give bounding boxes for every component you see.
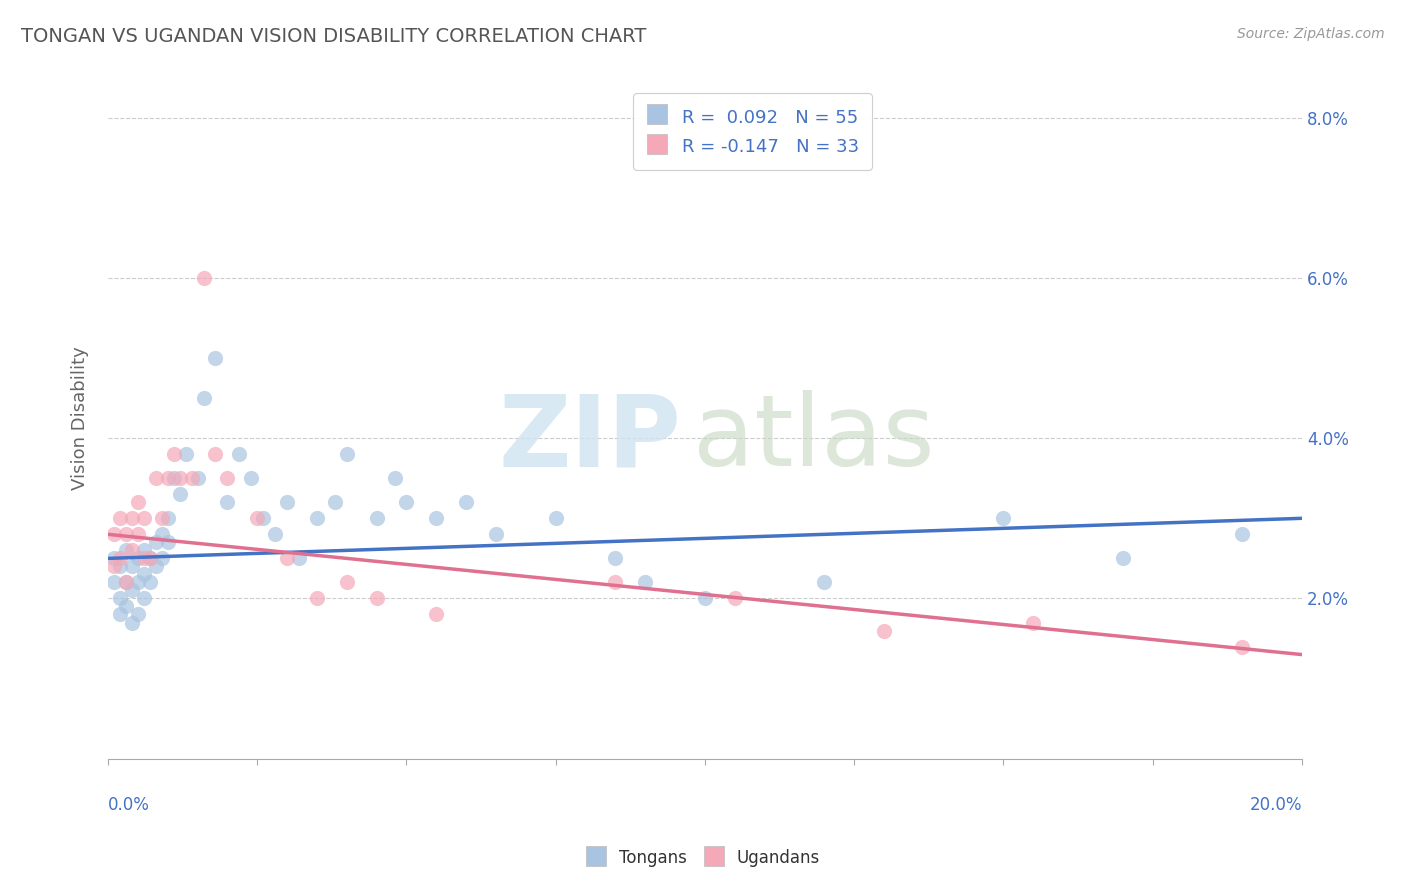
Point — [180, 471, 202, 485]
Point — [813, 575, 835, 590]
Point — [115, 575, 138, 590]
Point — [156, 511, 179, 525]
Point — [121, 511, 143, 525]
Text: Source: ZipAtlas.com: Source: ZipAtlas.com — [1237, 27, 1385, 41]
Point — [127, 575, 149, 590]
Point — [366, 591, 388, 606]
Point — [103, 559, 125, 574]
Point — [384, 471, 406, 485]
Legend: R =  0.092   N = 55, R = -0.147   N = 33: R = 0.092 N = 55, R = -0.147 N = 33 — [634, 94, 872, 169]
Point — [132, 567, 155, 582]
Point — [305, 511, 328, 525]
Point — [264, 527, 287, 541]
Point — [323, 495, 346, 509]
Point — [121, 583, 143, 598]
Point — [150, 551, 173, 566]
Point — [605, 551, 627, 566]
Point — [993, 511, 1015, 525]
Point — [115, 575, 138, 590]
Point — [228, 447, 250, 461]
Point — [724, 591, 747, 606]
Point — [145, 471, 167, 485]
Point — [108, 551, 131, 566]
Point — [288, 551, 311, 566]
Point — [217, 471, 239, 485]
Point — [127, 607, 149, 622]
Point — [127, 551, 149, 566]
Point — [132, 543, 155, 558]
Point — [127, 495, 149, 509]
Point — [1022, 615, 1045, 630]
Point — [145, 559, 167, 574]
Point — [115, 543, 138, 558]
Point — [115, 599, 138, 614]
Point — [193, 391, 215, 405]
Point — [276, 495, 298, 509]
Text: TONGAN VS UGANDAN VISION DISABILITY CORRELATION CHART: TONGAN VS UGANDAN VISION DISABILITY CORR… — [21, 27, 647, 45]
Point — [156, 471, 179, 485]
Point — [204, 447, 226, 461]
Point — [150, 511, 173, 525]
Point — [156, 535, 179, 549]
Point — [103, 575, 125, 590]
Point — [127, 527, 149, 541]
Point — [193, 270, 215, 285]
Text: 20.0%: 20.0% — [1250, 797, 1302, 814]
Point — [139, 551, 162, 566]
Point — [108, 511, 131, 525]
Point — [103, 551, 125, 566]
Point — [204, 351, 226, 365]
Point — [1232, 527, 1254, 541]
Point — [163, 471, 186, 485]
Point — [139, 551, 162, 566]
Point — [425, 511, 447, 525]
Point — [305, 591, 328, 606]
Point — [634, 575, 657, 590]
Point — [246, 511, 269, 525]
Y-axis label: Vision Disability: Vision Disability — [72, 346, 89, 490]
Point — [132, 511, 155, 525]
Text: atlas: atlas — [693, 390, 935, 487]
Point — [366, 511, 388, 525]
Text: 0.0%: 0.0% — [108, 797, 150, 814]
Point — [336, 575, 359, 590]
Point — [544, 511, 567, 525]
Point — [693, 591, 716, 606]
Point — [145, 535, 167, 549]
Point — [163, 447, 186, 461]
Point — [132, 591, 155, 606]
Point — [121, 543, 143, 558]
Text: ZIP: ZIP — [498, 390, 681, 487]
Point — [217, 495, 239, 509]
Point — [139, 575, 162, 590]
Point — [186, 471, 208, 485]
Legend: Tongans, Ugandans: Tongans, Ugandans — [579, 841, 827, 875]
Point — [395, 495, 418, 509]
Point — [121, 559, 143, 574]
Point — [1232, 640, 1254, 654]
Point — [169, 487, 191, 501]
Point — [169, 471, 191, 485]
Point — [456, 495, 478, 509]
Point — [103, 527, 125, 541]
Point — [108, 591, 131, 606]
Point — [240, 471, 263, 485]
Point — [121, 615, 143, 630]
Point — [115, 527, 138, 541]
Point — [336, 447, 359, 461]
Point — [108, 607, 131, 622]
Point — [150, 527, 173, 541]
Point — [425, 607, 447, 622]
Point — [252, 511, 274, 525]
Point — [174, 447, 197, 461]
Point — [1112, 551, 1135, 566]
Point — [276, 551, 298, 566]
Point — [108, 559, 131, 574]
Point — [873, 624, 896, 638]
Point — [485, 527, 508, 541]
Point — [132, 551, 155, 566]
Point — [605, 575, 627, 590]
